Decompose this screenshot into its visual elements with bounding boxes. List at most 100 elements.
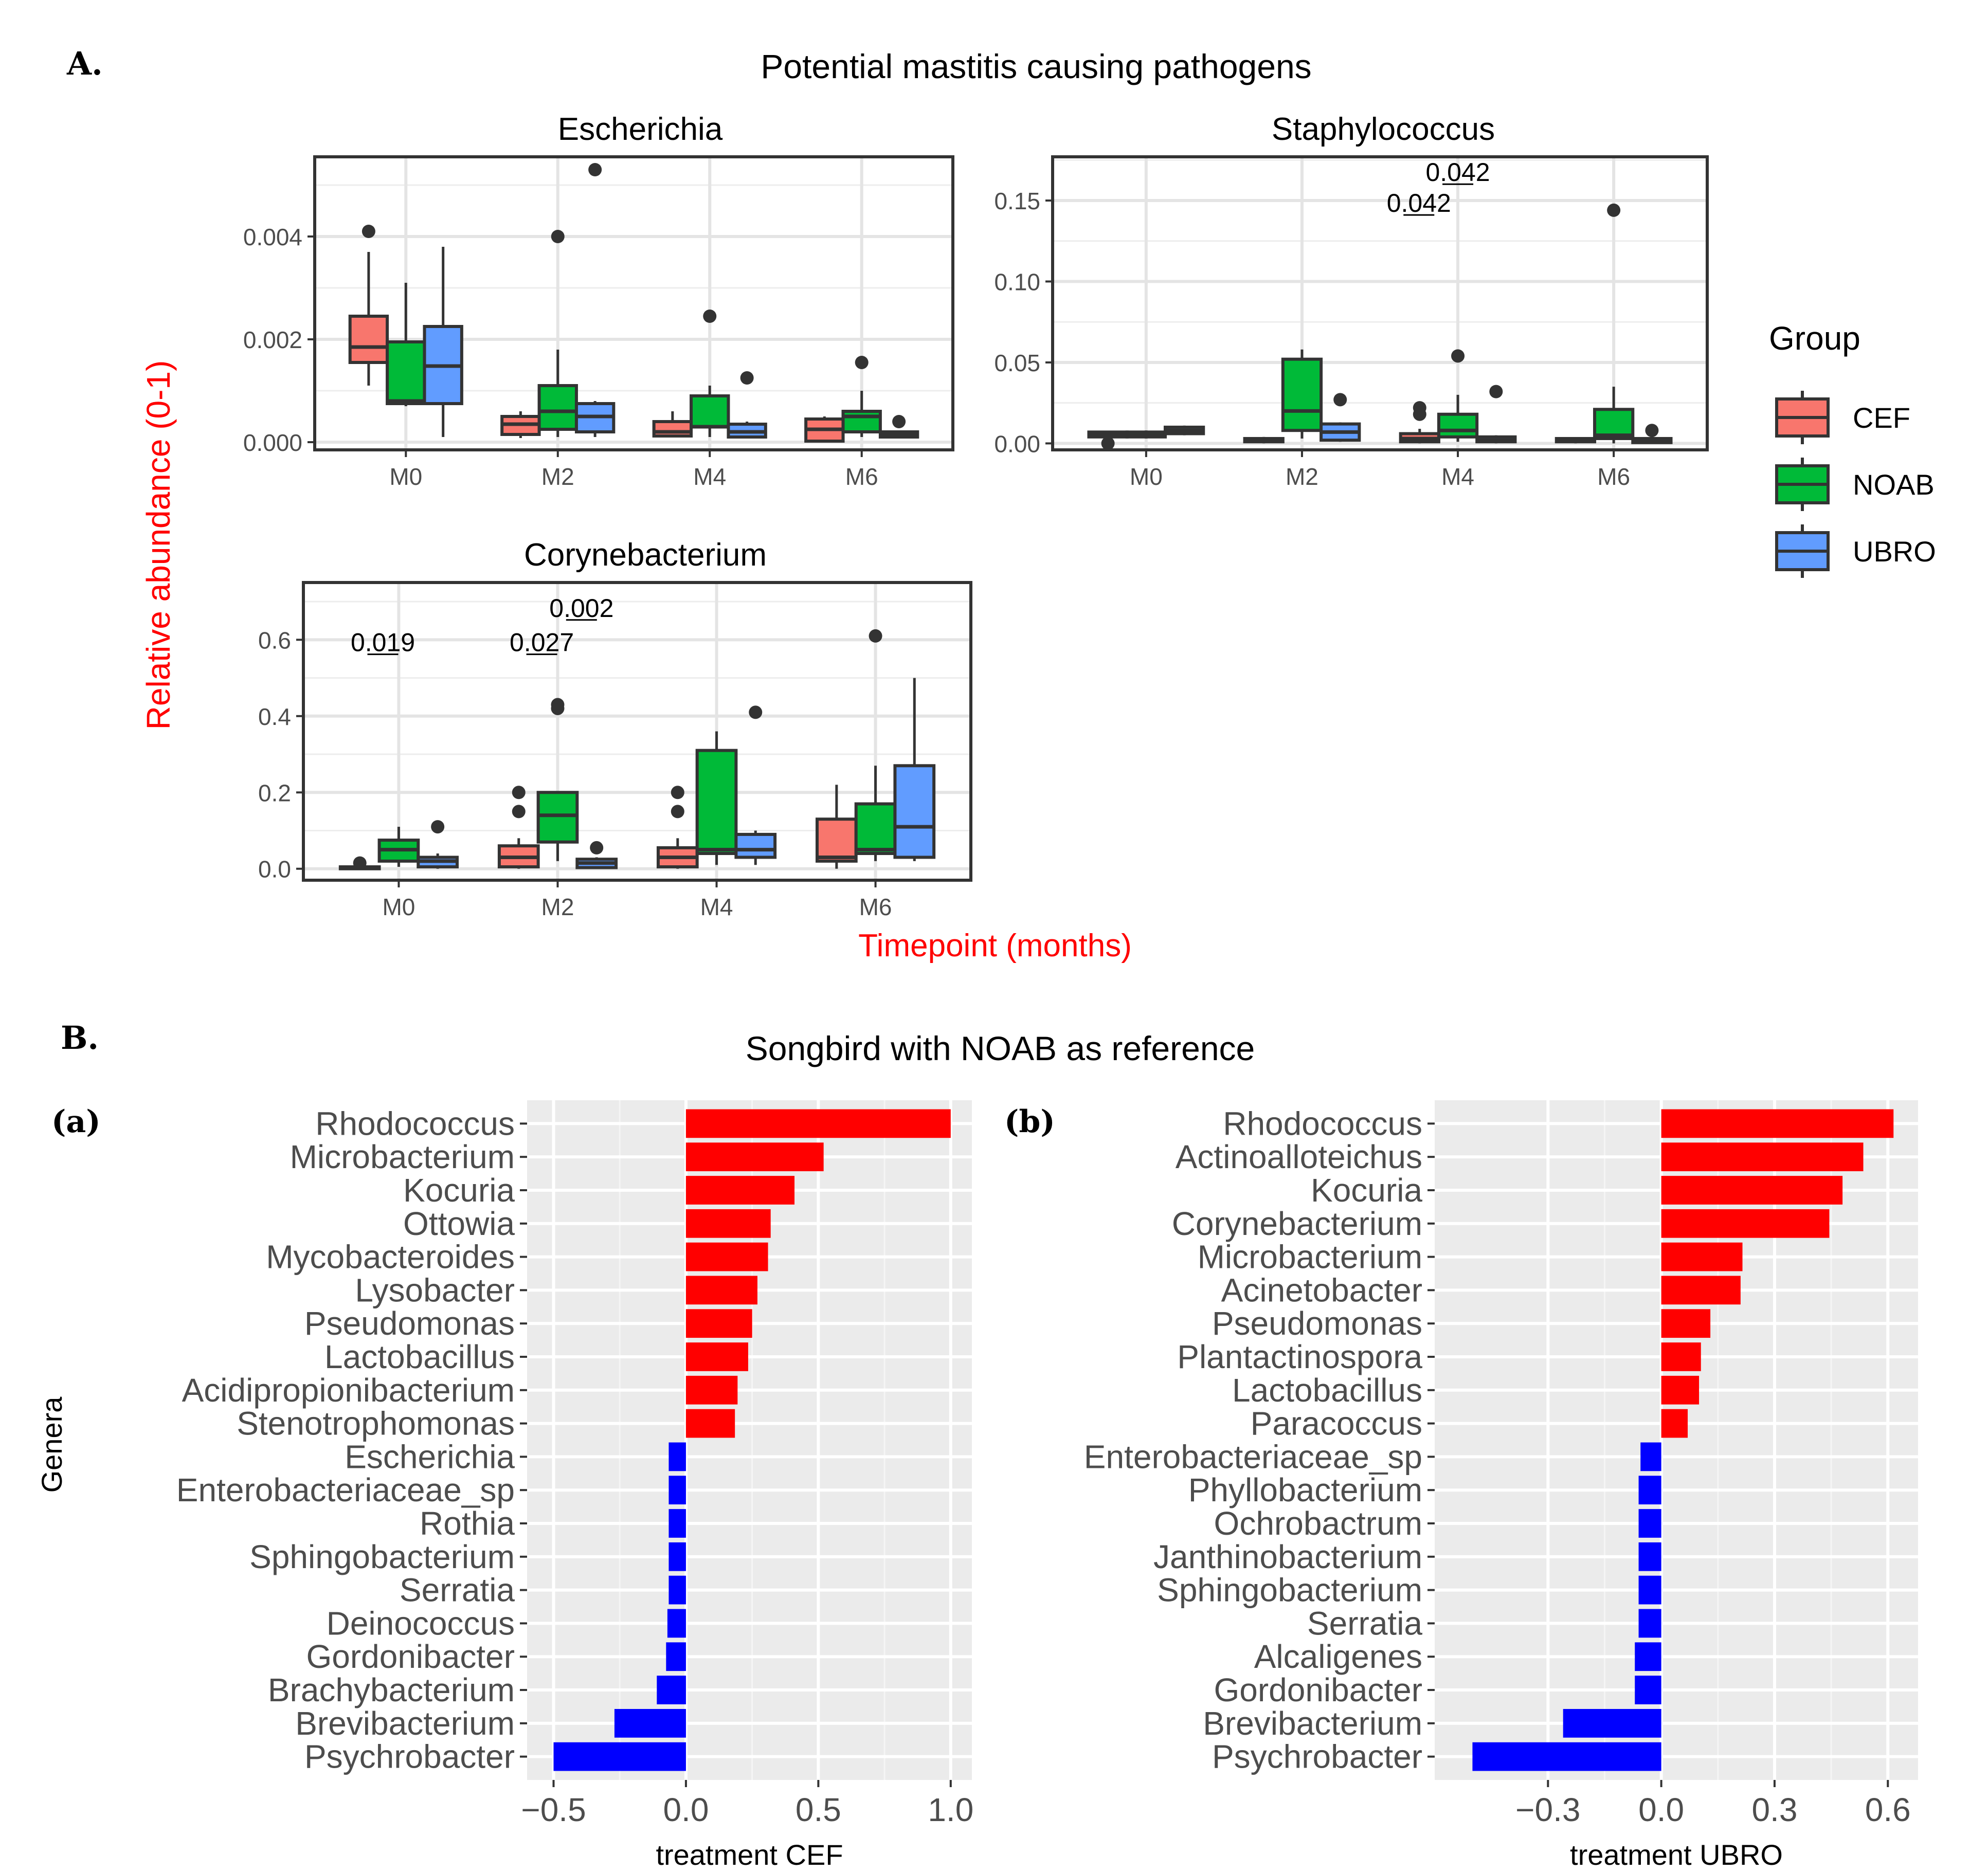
outlier-point (512, 805, 526, 819)
x-axis-title: treatment CEF (656, 1839, 843, 1871)
bar-psychrobacter (1472, 1742, 1661, 1771)
bar-serratia (1638, 1609, 1661, 1638)
x-tick-label: M4 (1441, 463, 1474, 490)
bar-brevibacterium (1563, 1708, 1661, 1738)
outlier-point (671, 805, 684, 819)
x-tick-label: 0.5 (796, 1791, 841, 1828)
box-body (734, 832, 777, 859)
bar-sphingobacterium (1638, 1575, 1661, 1605)
box-noab-m0 (386, 283, 426, 406)
y-tick-label: 0.000 (243, 429, 302, 456)
outlier-point (1451, 349, 1465, 363)
facet-title: Escherichia (558, 112, 723, 147)
genus-label: Phyllobacterium (1188, 1471, 1422, 1508)
box-ubro-m0 (1163, 425, 1205, 435)
outlier-point (671, 786, 684, 799)
box-cef-m6 (804, 416, 845, 443)
x-tick-label: M6 (845, 463, 878, 490)
box-noab-m6 (841, 356, 882, 437)
y-tick-label: 0.002 (243, 326, 302, 353)
genus-label: Ochrobactrum (1214, 1505, 1422, 1542)
plot-border (313, 155, 954, 451)
bar-brevibacterium (614, 1708, 686, 1738)
boxplot-panel-corynebacterium: Corynebacterium 0.019 0.027 0.002 0.0 0.2 0.4 0… (258, 537, 972, 920)
x-tick-label: 0.3 (1751, 1791, 1797, 1828)
box-body (536, 791, 579, 844)
genus-label: Janthinobacterium (1153, 1538, 1422, 1575)
box-noab-m4 (695, 731, 738, 865)
outlier-point (551, 230, 565, 243)
box-body (1281, 357, 1323, 432)
bar-brachybacterium (657, 1676, 686, 1704)
p-value-label: 0.042 (1387, 189, 1451, 217)
genus-label: Lactobacillus (324, 1338, 515, 1375)
genus-label: Enterobacteriaceae_sp (1084, 1438, 1422, 1475)
bar-rothia (668, 1509, 686, 1538)
boxplot-panel-escherichia: Escherichia 0.000 0.002 0.004 M0 M2 M4 M6 (243, 112, 954, 490)
bar-stenotrophomonas (685, 1409, 735, 1438)
genus-label: Rhodococcus (1223, 1105, 1422, 1142)
bar-microbacterium (685, 1142, 824, 1172)
bar-escherichia (668, 1442, 686, 1471)
outlier-point (1333, 393, 1347, 407)
genus-label: Microbacterium (290, 1138, 515, 1175)
box-cef-m4 (656, 786, 699, 869)
x-tick-label: M2 (541, 894, 574, 920)
y-tick-label: 0.00 (994, 430, 1040, 457)
bar-gordonibacter (666, 1642, 686, 1671)
x-tick-label: M0 (1130, 463, 1163, 490)
legend-label: NOAB (1853, 468, 1935, 501)
genus-label: Escherichia (345, 1438, 515, 1475)
x-tick-label: M6 (859, 894, 892, 920)
genus-label: Kocuria (403, 1172, 515, 1209)
box-ubro-m2 (575, 841, 618, 869)
genus-label: Rothia (420, 1505, 515, 1542)
box-body (386, 340, 426, 405)
bar-deinococcus (667, 1609, 686, 1638)
x-tick-label: −0.3 (1515, 1791, 1580, 1828)
x-tick-label: 1.0 (928, 1791, 973, 1828)
genus-label: Lactobacillus (1232, 1372, 1422, 1409)
p-value-label: 0.027 (510, 628, 574, 657)
outlier-point (590, 841, 604, 854)
genus-label: Paracoccus (1251, 1405, 1422, 1442)
bar-rhodococcus (685, 1109, 951, 1138)
outlier-point (1413, 401, 1426, 415)
legend-title: Group (1769, 320, 1860, 357)
genus-label: Microbacterium (1198, 1239, 1422, 1276)
outlier-point (703, 310, 717, 323)
genus-label: Pseudomonas (304, 1305, 515, 1342)
legend-label: UBRO (1853, 535, 1936, 568)
outlier-point (362, 225, 375, 238)
bar-lysobacter (685, 1276, 757, 1305)
box-body (815, 817, 858, 863)
genus-label: Gordonibacter (306, 1638, 515, 1675)
genus-label: Brevibacterium (1203, 1705, 1422, 1742)
outlier-point (740, 371, 754, 385)
box-cef-m0 (348, 225, 389, 386)
bar-acidipropionibacterium (685, 1375, 738, 1405)
x-tick-label: M0 (382, 894, 415, 920)
bar-plantactinospora (1661, 1342, 1701, 1371)
p-value-label: 0.019 (351, 628, 415, 657)
p-value-label: 0.002 (549, 594, 613, 623)
legend-item-noab: NOAB (1775, 458, 1935, 511)
box-ubro-m2 (1320, 393, 1361, 442)
box-body (652, 420, 693, 438)
bar-kocuria (1661, 1176, 1843, 1205)
bar-ochrobactrum (1638, 1509, 1661, 1538)
outlier-point (1645, 424, 1659, 438)
songbird-panel-treatment-ubro: (b) RhodococcusActinoalloteichusKocuriaCo… (1004, 1100, 1918, 1871)
bar-alcaligenes (1635, 1642, 1661, 1671)
genus-label: Ottowia (403, 1205, 515, 1242)
genus-label: Brachybacterium (268, 1671, 515, 1708)
genus-label: Plantactinospora (1177, 1338, 1422, 1375)
box-body (695, 749, 738, 856)
genus-label: Actinoalloteichus (1176, 1138, 1422, 1175)
panel-a-title: Potential mastitis causing pathogens (761, 47, 1311, 85)
bar-microbacterium (1661, 1242, 1743, 1271)
genus-label: Serratia (400, 1572, 515, 1609)
box-noab-m6 (1593, 203, 1635, 444)
outlier-point (353, 856, 367, 870)
